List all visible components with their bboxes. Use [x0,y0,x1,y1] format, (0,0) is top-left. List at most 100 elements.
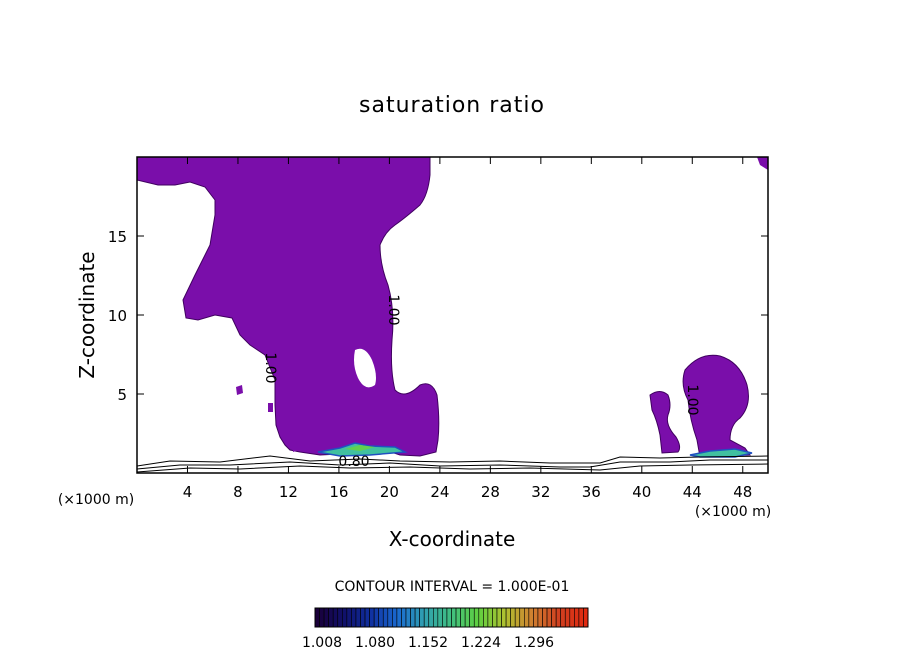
contour-label: 1.00 [684,384,700,415]
colorbar-swatch [478,607,484,628]
x-tick-label: 40 [632,483,651,501]
colorbar-swatch [555,607,562,628]
colorbar-tick-label: 1.080 [355,635,395,651]
x-unit-right: (×1000 m) [695,504,771,520]
x-tick-label: 8 [233,483,243,501]
colorbar-swatch [523,607,530,628]
x-tick-label: 48 [733,483,752,501]
colorbar-swatch [469,607,475,628]
colorbar-swatch [410,607,416,628]
colorbar-swatch [369,607,375,628]
colorbar-tick-label: 1.008 [302,635,342,651]
colorbar-swatch [419,607,425,628]
x-axis-label: X-coordinate [389,527,516,551]
colorbar-swatch [387,607,393,628]
colorbar-swatch [514,607,521,628]
chart-title: saturation ratio [359,93,545,118]
colorbar-frame [314,607,589,628]
colorbar-tick-label: 1.224 [461,635,501,651]
x-tick-label: 32 [531,483,550,501]
colorbar-swatch [373,607,379,628]
colorbar-tick-label: 1.152 [408,635,448,651]
contour-label: 1.00 [385,294,401,325]
colorbar-swatch [455,607,461,628]
colorbar-swatch [360,607,366,628]
colorbar-swatch [569,607,575,628]
y-axis: 5 10 15 [108,228,768,404]
colorbar-swatch [519,607,525,628]
colorbar-swatch [460,607,466,628]
colorbar-swatch [332,607,339,628]
colorbar-swatch [528,607,534,628]
colorbar-swatch [542,607,548,628]
saturation-region-right-small [649,391,681,454]
saturation-region-right [682,354,751,458]
colorbar-swatch [428,607,434,628]
clear-air-pocket [354,348,376,388]
colorbar-swatch [510,607,516,628]
colorbar-swatch [578,607,584,628]
colorbar-swatch [337,607,343,628]
colorbar-swatch [564,607,571,628]
x-tick-label: 24 [430,483,449,501]
colorbar-swatch [414,607,420,628]
colorbar-swatch [533,607,539,628]
colorbar-swatch [505,607,511,628]
x-tick-label: 12 [279,483,298,501]
colorbar-swatch [405,607,411,628]
saturation-fragment-2 [268,403,273,412]
colorbar-swatch [314,607,320,628]
colorbar-swatch [560,607,566,628]
colorbar-swatch [401,607,407,628]
y-tick-label: 15 [108,228,127,246]
colorbar [314,607,589,628]
colorbar-swatch [442,607,448,628]
x-tick-label: 28 [481,483,500,501]
colorbar-swatch [423,607,430,628]
colorbar-swatch [501,607,507,628]
colorbar-swatch [364,607,370,628]
colorbar-swatch [496,607,502,628]
colorbar-swatch [323,607,329,628]
colorbar-swatch [487,607,493,628]
supersaturation-core-left [345,445,375,451]
colorbar-swatch [355,607,361,628]
y-tick-label: 10 [108,307,127,325]
colorbar-swatch [551,607,557,628]
colorbar-swatch [346,607,352,628]
x-tick-label: 44 [683,483,702,501]
colorbar-swatch [437,607,443,628]
colorbar-swatch [483,607,489,628]
colorbar-swatch [574,607,580,628]
colorbar-swatch [382,607,389,628]
contour-line [137,455,768,467]
colorbar-swatch [396,607,402,628]
contour-line [137,459,768,470]
colorbar-labels: 1.008 1.080 1.152 1.224 1.296 [302,635,554,651]
x-tick-label: 4 [183,483,193,501]
x-tick-label: 20 [380,483,399,501]
contour-label: 1.00 [262,352,278,383]
colorbar-swatch [351,607,357,628]
colorbar-swatch [432,607,439,628]
subsaturated-contours [137,455,768,473]
x-axis: 4 8 12 16 20 24 28 32 36 40 44 48 [183,157,752,501]
colorbar-swatch [473,607,480,628]
x-tick-label: 16 [329,483,348,501]
saturation-fragment-3 [293,432,305,452]
colorbar-swatch [537,607,543,628]
colorbar-swatch [319,607,325,628]
saturation-region-top-right [757,157,768,170]
saturation-fragment-1 [236,385,243,395]
colorbar-swatch [378,607,384,628]
colorbar-swatch [464,607,470,628]
contour-label: 0.80 [338,454,369,470]
colorbar-swatch [546,607,552,628]
colorbar-swatch [583,607,589,628]
colorbar-swatch [446,607,452,628]
y-axis-label: Z-coordinate [75,251,99,378]
y-tick-label: 5 [117,386,127,404]
colorbar-swatch [341,607,348,628]
colorbar-swatch [451,607,457,628]
